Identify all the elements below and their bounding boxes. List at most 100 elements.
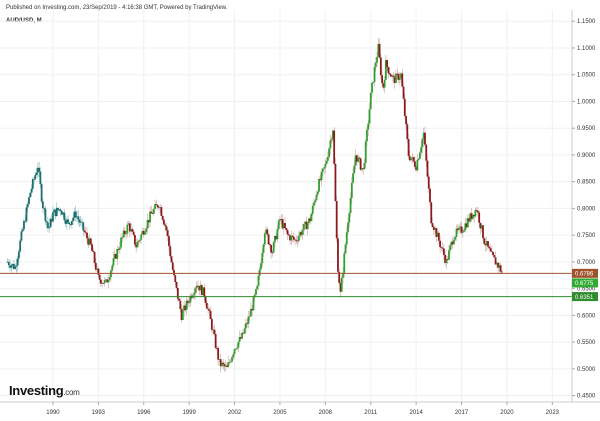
candle-up [248,316,251,318]
candle-down [359,158,362,170]
candle-up [461,231,464,233]
candle-down [281,219,284,229]
y-tick-label: 1.0500 [577,73,596,79]
candle-up [159,207,162,209]
candle-up [112,258,115,266]
candle-up [308,218,310,223]
candle-down [477,210,479,213]
bid-price-tag-bg [572,278,598,288]
tick-mark [44,208,47,222]
candle-down [210,319,213,330]
tick-mark [55,207,58,216]
candle-up [464,223,467,230]
candle-up [301,230,304,235]
tick-mark [18,251,20,259]
tick-mark [6,261,9,263]
candle-down [98,274,101,280]
candle-up [368,109,371,124]
candle-up [324,163,327,168]
candle-up [144,231,146,235]
candle-down [426,160,429,177]
candle-up [130,229,133,232]
candle-up [297,236,300,241]
candle-up [183,305,186,311]
candle-up [103,280,106,284]
candle-down [170,256,173,263]
candle-up [244,323,247,329]
tick-mark [58,209,61,211]
candle-down [493,255,496,258]
tick-mark [65,219,68,224]
candle-up [127,223,130,225]
tick-mark [41,201,44,209]
investing-logo[interactable]: Investing.com [9,383,80,398]
candle-up [463,229,465,232]
candle-down [93,252,96,263]
candle-down [84,231,87,233]
candle-down [390,74,392,77]
y-tick-label: 0.8000 [577,206,596,212]
candle-up [366,129,368,142]
candle-down [270,245,273,253]
candle-up [466,218,469,228]
candle-up [417,158,420,161]
candle-down [489,248,492,252]
candle-up [255,289,257,295]
candle-up [265,229,267,234]
candle-up [256,285,259,290]
candle-down [490,251,493,253]
candle-down [213,329,216,335]
candle-up [315,194,318,201]
candle-up [218,359,221,360]
candle-down [441,247,444,249]
candle-up [485,241,488,246]
candle-down [226,365,228,368]
tick-mark [26,203,29,208]
candle-down [294,239,296,241]
candle-up [328,148,331,157]
tick-mark [57,207,59,211]
candle-down [184,305,187,310]
x-tick-label: 2008 [319,410,333,416]
candle-down [246,323,249,325]
candle-up [221,362,223,367]
tick-mark [67,219,69,223]
candle-up [445,259,448,263]
candle-down [251,308,254,311]
candle-down [488,246,491,249]
candle-up [261,252,264,264]
tick-mark [33,179,35,180]
candle-up [140,234,143,240]
x-tick-label: 2017 [455,410,469,416]
candle-up [326,156,329,161]
x-tick-label: 2011 [364,410,378,416]
candle-down [266,229,269,235]
candle-down [271,252,274,254]
y-tick-label: 0.6500 [577,287,596,293]
candle-down [186,300,189,303]
tick-mark [54,209,57,216]
candle-down [470,213,473,219]
candle-down [425,144,428,161]
candle-down [396,73,399,75]
candle-down [355,155,358,162]
candle-up [232,354,235,358]
candle-up [194,288,197,294]
tick-mark [34,175,37,180]
candle-up [434,228,436,230]
candle-down [378,43,381,58]
candle-up [448,250,450,260]
candle-down [412,157,415,162]
candle-down [397,73,400,80]
candle-up [231,357,233,362]
candle-up [376,56,378,63]
x-tick-label: 2005 [273,410,287,416]
candle-up [306,222,309,230]
tick-mark [10,265,13,268]
candle-down [319,179,322,181]
x-tick-label: 2014 [409,410,423,416]
candle-up [367,123,370,130]
tick-mark [25,207,28,222]
x-tick-label: 2023 [546,410,560,416]
candle-down [209,311,212,320]
